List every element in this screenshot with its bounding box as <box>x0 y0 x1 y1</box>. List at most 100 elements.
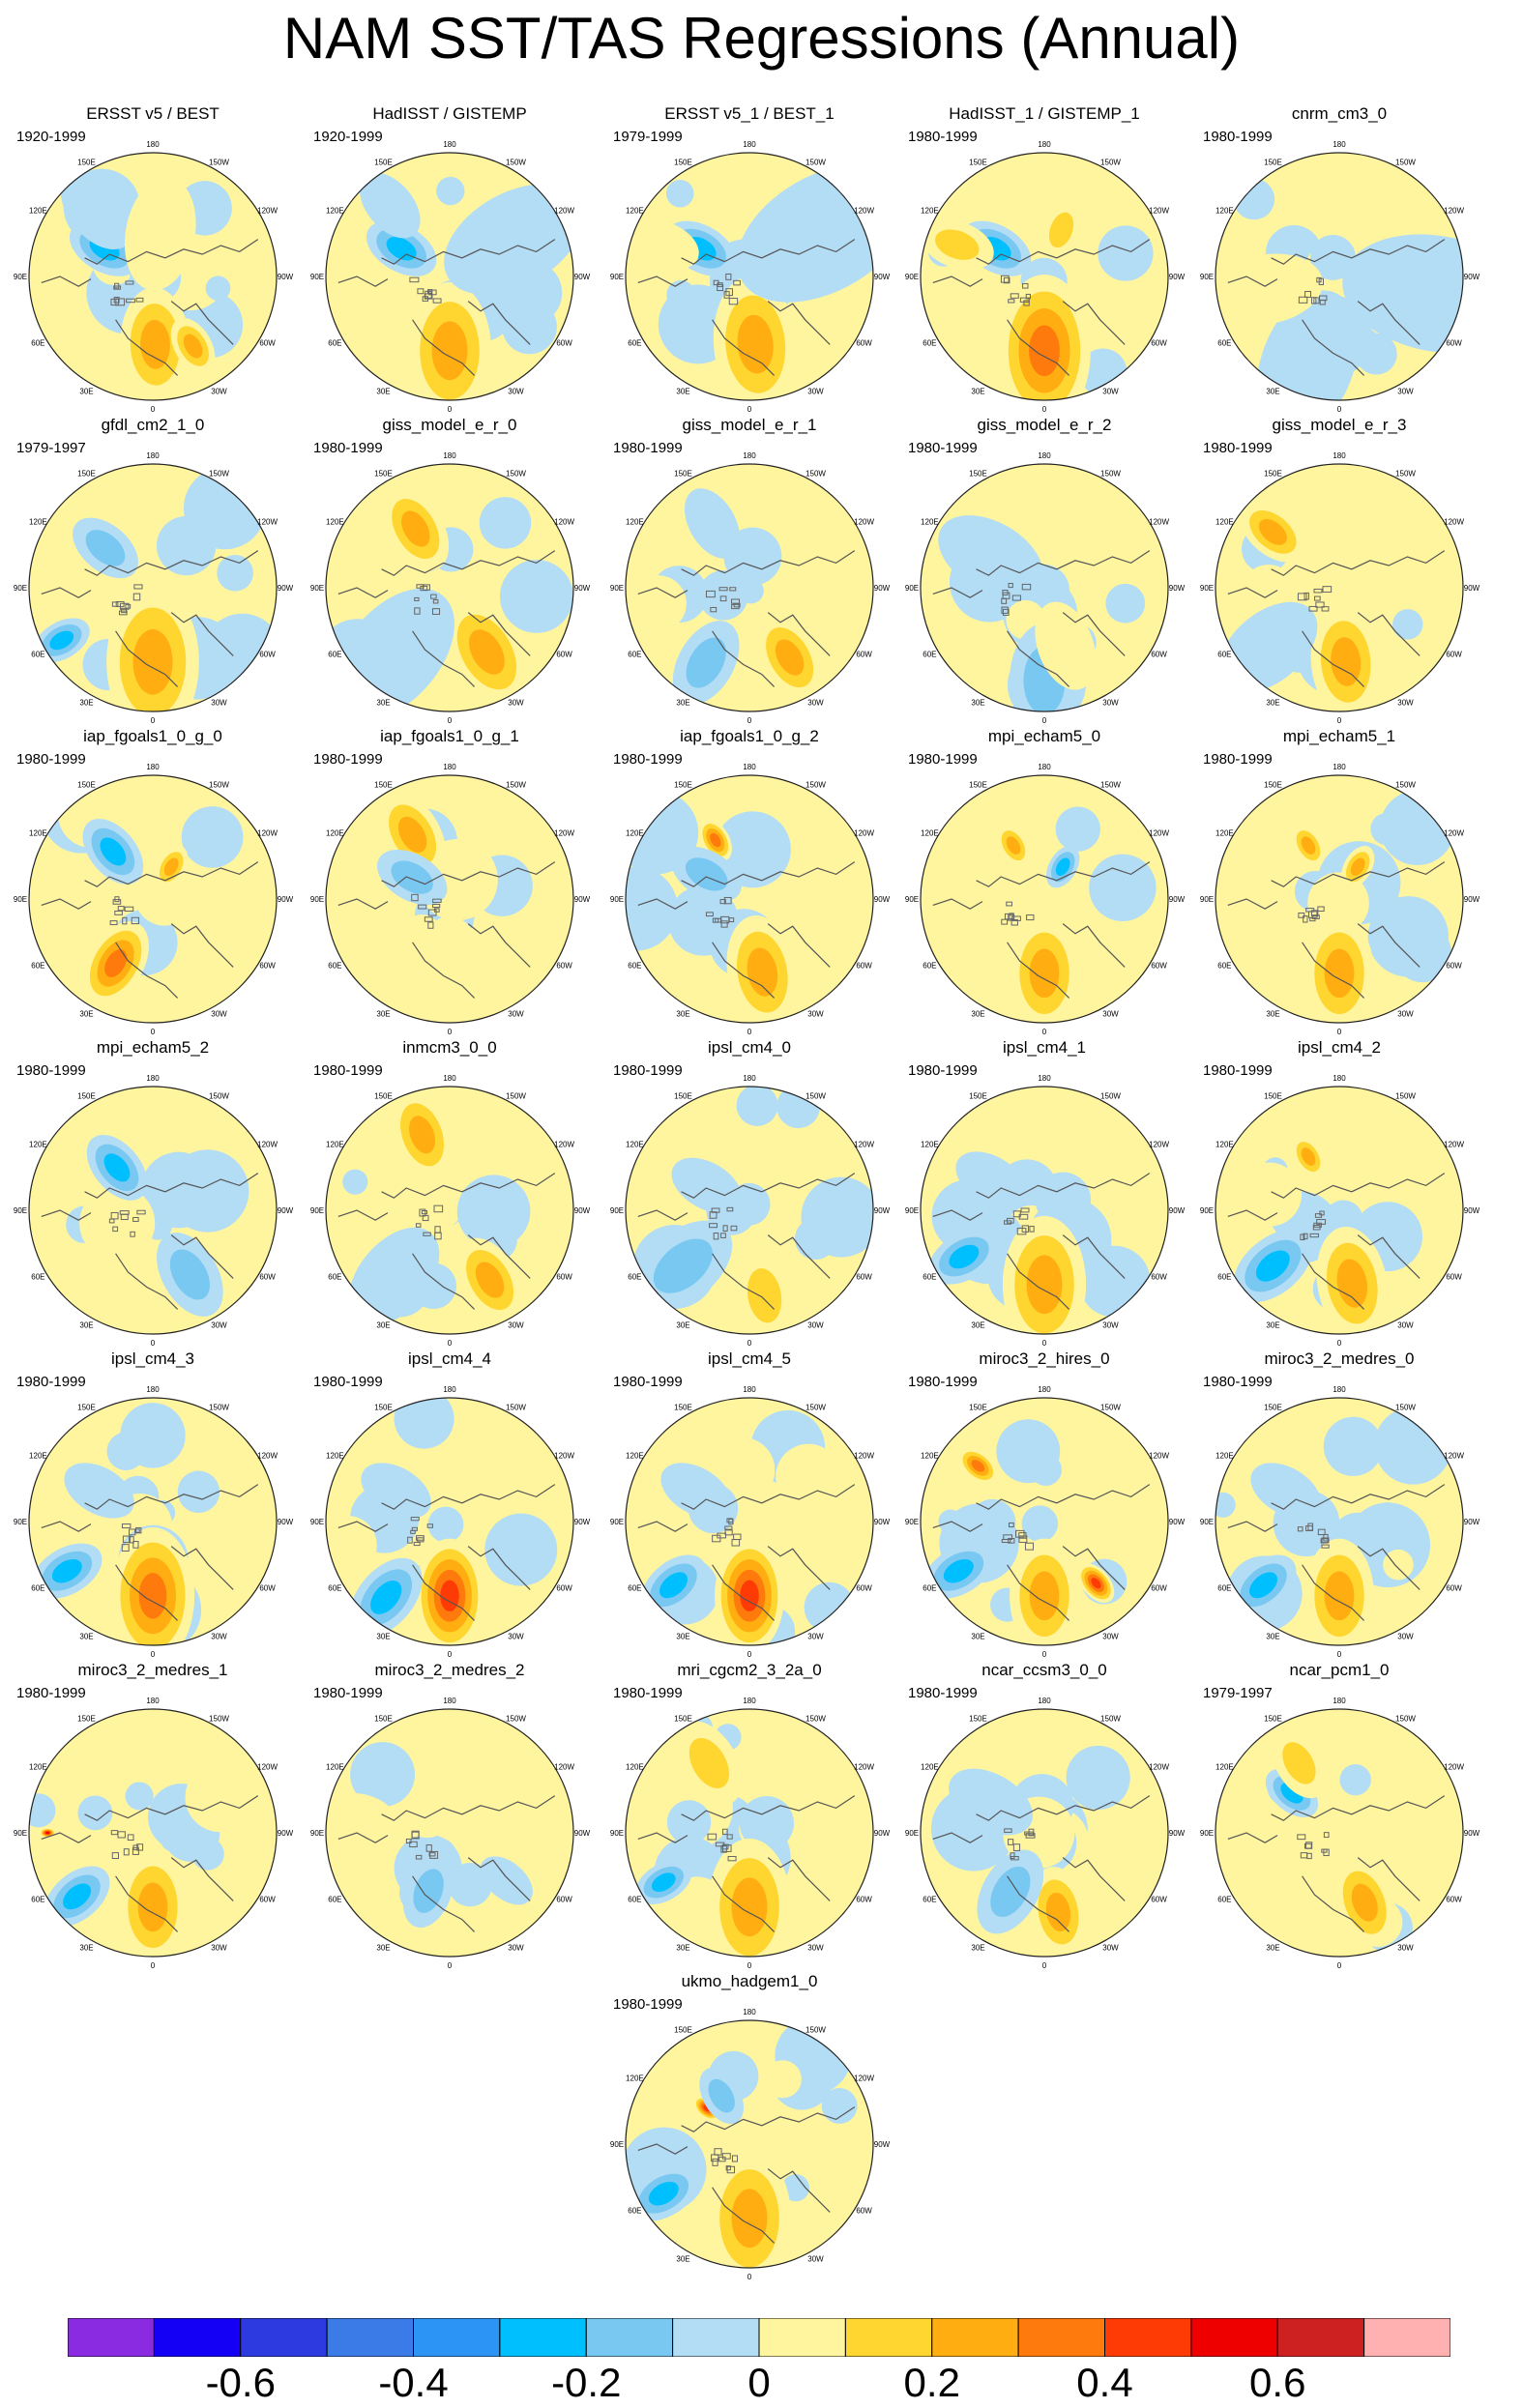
longitude-label: 90W <box>1169 584 1186 593</box>
longitude-label: 60W <box>1151 1273 1167 1282</box>
longitude-label: 60E <box>923 1584 936 1593</box>
longitude-label: 60E <box>628 1896 641 1904</box>
longitude-label: 90W <box>1169 895 1186 904</box>
longitude-label: 120E <box>29 518 47 527</box>
longitude-label: 150E <box>374 780 393 789</box>
polar-map: 180 150W 150E 120W 120E 90W 90E 60W 60E 30W 30E 0 <box>610 763 891 1036</box>
longitude-label: 150E <box>674 2025 692 2034</box>
longitude-label: 120E <box>626 1763 644 1772</box>
panel-period: 1979-1997 <box>1203 1685 1273 1701</box>
longitude-label: 0 <box>747 1961 752 1970</box>
longitude-label: 30W <box>1397 388 1414 396</box>
panel-period: 1980-1999 <box>313 1062 383 1079</box>
longitude-label: 60E <box>923 339 936 348</box>
colorbar-tick-label: -0.2 <box>551 2360 622 2405</box>
panel-title: giss_model_e_r_1 <box>682 416 817 434</box>
longitude-label: 60E <box>31 651 44 659</box>
longitude-label: 90W <box>574 1829 591 1838</box>
map-panel: miroc3_2_medres_0 1980-1999 180 150W 150E 120… <box>1189 1349 1489 1668</box>
longitude-label: 150W <box>1100 1714 1121 1723</box>
longitude-label: 0 <box>1337 1650 1342 1659</box>
panel-title: ipsl_cm4_1 <box>1003 1038 1086 1057</box>
panel-period: 1980-1999 <box>908 1062 978 1079</box>
polar-map: 180 150W 150E 120W 120E 90W 90E 60W 60E 30W 30E 0 <box>14 140 294 414</box>
longitude-label: 30W <box>211 699 227 708</box>
longitude-label: 60E <box>31 339 44 348</box>
colorbar-tick-label: -0.4 <box>378 2360 449 2405</box>
longitude-label: 30E <box>79 1944 93 1953</box>
longitude-label: 180 <box>443 1697 456 1705</box>
longitude-label: 0 <box>151 1339 156 1348</box>
longitude-label: 90W <box>1464 273 1480 281</box>
longitude-label: 120W <box>1149 1763 1169 1772</box>
longitude-label: 0 <box>448 716 453 725</box>
panel-period: 1980-1999 <box>1203 440 1273 456</box>
longitude-label: 150E <box>1264 469 1282 478</box>
longitude-label: 150E <box>374 158 393 166</box>
longitude-label: 150E <box>77 1714 96 1723</box>
longitude-label: 0 <box>151 716 156 725</box>
longitude-label: 30W <box>508 1010 524 1019</box>
longitude-label: 60W <box>1446 1896 1462 1904</box>
longitude-label: 60E <box>628 2207 641 2216</box>
longitude-label: 90W <box>278 1829 294 1838</box>
longitude-label: 120E <box>921 1141 939 1149</box>
longitude-label: 0 <box>448 1650 453 1659</box>
longitude-label: 120E <box>326 1763 344 1772</box>
longitude-label: 180 <box>743 1385 756 1394</box>
polar-map: 180 150W 150E 120W 120E 90W 90E 60W 60E 30W 30E 0 <box>1200 1385 1480 1659</box>
longitude-label: 30W <box>1397 1010 1414 1019</box>
longitude-label: 90E <box>14 895 27 904</box>
polar-map: 180 150W 150E 120W 120E 90W 90E 60W 60E 30W 30E 0 <box>1200 1697 1480 1970</box>
colorbar-tick-label: 0.6 <box>1249 2360 1306 2405</box>
longitude-label: 30E <box>79 699 93 708</box>
longitude-label: 120W <box>854 829 874 838</box>
longitude-label: 120E <box>921 829 939 838</box>
longitude-label: 90W <box>574 273 591 281</box>
longitude-label: 120W <box>1444 829 1464 838</box>
longitude-label: 150E <box>1264 1091 1282 1100</box>
longitude-label: 150W <box>805 1403 826 1411</box>
panel-title: ERSST v5 / BEST <box>86 104 220 123</box>
longitude-label: 30W <box>1102 1010 1119 1019</box>
longitude-label: 90E <box>14 1206 27 1215</box>
longitude-label: 90W <box>278 584 294 593</box>
longitude-label: 120E <box>921 1763 939 1772</box>
longitude-label: 120E <box>626 518 644 527</box>
longitude-label: 150W <box>805 780 826 789</box>
longitude-label: 180 <box>1038 763 1051 771</box>
colorbar-swatch <box>153 2318 242 2357</box>
longitude-label: 150E <box>674 1091 692 1100</box>
map-panel: iap_fgoals1_0_g_0 1980-1999 180 150W 150E 120… <box>3 727 303 1046</box>
longitude-label: 90W <box>874 1206 891 1215</box>
longitude-label: 90W <box>874 273 891 281</box>
longitude-label: 30W <box>1102 699 1119 708</box>
longitude-label: 180 <box>1038 1697 1051 1705</box>
panel-period: 1980-1999 <box>1203 1374 1273 1390</box>
longitude-label: 90E <box>610 584 624 593</box>
map-panel: inmcm3_0_0 1980-1999 180 150W 150E 120W 120E 90… <box>300 1038 600 1357</box>
longitude-label: 30W <box>211 1010 227 1019</box>
longitude-label: 150W <box>506 1091 526 1100</box>
longitude-label: 60E <box>328 962 341 971</box>
longitude-label: 30W <box>211 1321 227 1330</box>
longitude-label: 90W <box>1464 895 1480 904</box>
longitude-label: 30E <box>376 388 390 396</box>
longitude-label: 150W <box>506 1403 526 1411</box>
panel-title: miroc3_2_medres_0 <box>1264 1349 1415 1368</box>
longitude-label: 90W <box>874 895 891 904</box>
map-panel: cnrm_cm3_0 1980-1999 180 150W 150E 120W 120E 90… <box>1189 104 1489 423</box>
panel-title: ipsl_cm4_4 <box>408 1349 491 1368</box>
longitude-label: 0 <box>747 405 752 414</box>
longitude-label: 90E <box>610 1829 624 1838</box>
panel-period: 1980-1999 <box>313 440 383 456</box>
colorbar-tick-label: 0 <box>747 2360 771 2405</box>
longitude-label: 120W <box>1444 1141 1464 1149</box>
longitude-label: 150W <box>1395 469 1416 478</box>
longitude-label: 180 <box>743 140 756 149</box>
longitude-label: 180 <box>1038 140 1051 149</box>
longitude-label: 30E <box>79 388 93 396</box>
longitude-label: 30E <box>676 388 689 396</box>
longitude-label: 150E <box>374 1091 393 1100</box>
longitude-label: 150E <box>969 1403 987 1411</box>
